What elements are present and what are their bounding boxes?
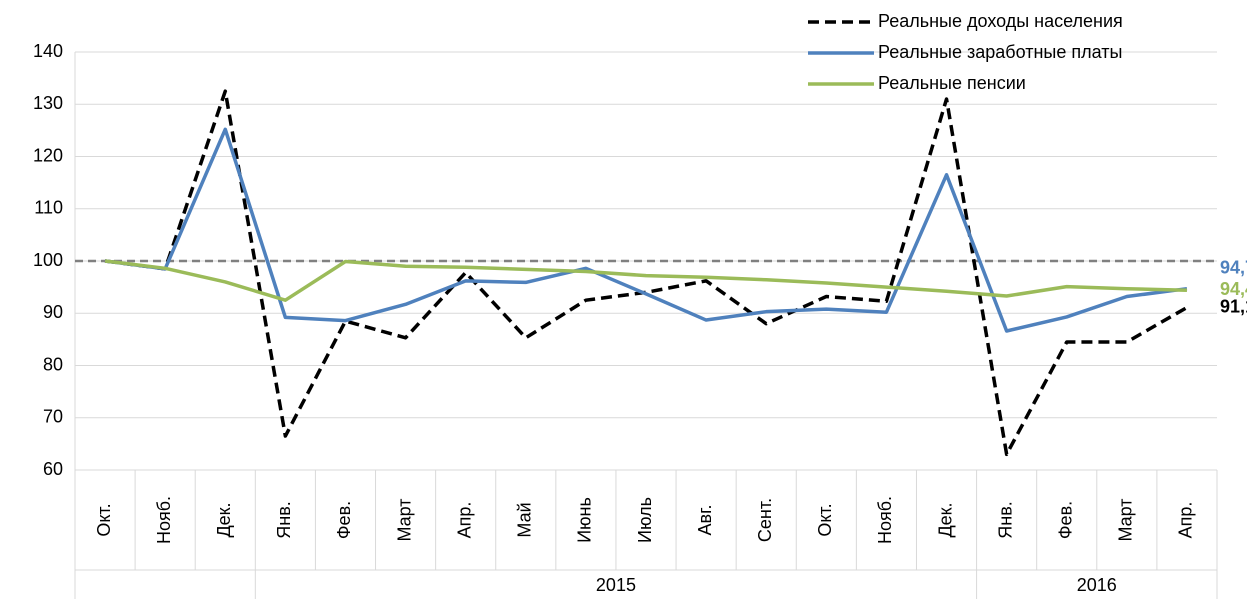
x-tick-label: Сент. — [755, 498, 775, 542]
x-tick-label: Апр. — [454, 502, 474, 539]
x-tick-label: Июнь — [575, 497, 595, 543]
x-tick-label: Март — [1116, 498, 1136, 541]
y-tick-label: 80 — [43, 354, 63, 374]
y-tick-label: 120 — [33, 145, 63, 165]
legend-label: Реальные пенсии — [878, 73, 1026, 93]
x-tick-label: Май — [515, 502, 535, 537]
value-label: 91,1 — [1220, 296, 1247, 316]
x-tick-label: Нояб. — [154, 496, 174, 544]
y-tick-label: 60 — [43, 459, 63, 479]
x-tick-label: Окт. — [94, 503, 114, 536]
y-tick-label: 140 — [33, 41, 63, 61]
x-tick-label: Июль — [635, 497, 655, 543]
y-tick-label: 130 — [33, 93, 63, 113]
y-tick-label: 110 — [34, 198, 63, 218]
series-line — [104, 259, 1187, 302]
y-tick-label: 70 — [43, 407, 63, 427]
y-tick-label: 100 — [33, 250, 63, 270]
x-tick-label: Март — [394, 498, 414, 541]
x-tick-label: Фев. — [1055, 501, 1075, 539]
x-tick-label: Янв. — [995, 501, 1015, 539]
y-tick-label: 90 — [43, 302, 63, 322]
x-tick-label: Янв. — [274, 501, 294, 539]
x-tick-label: Апр. — [1176, 502, 1196, 539]
legend-label: Реальные заработные платы — [878, 42, 1122, 62]
x-group-label: 2015 — [596, 575, 636, 595]
legend-label: Реальные доходы населения — [878, 11, 1123, 31]
x-tick-label: Окт. — [815, 503, 835, 536]
series-line — [104, 89, 1188, 457]
series-line — [104, 127, 1188, 333]
x-group-label: 2016 — [1077, 575, 1117, 595]
x-tick-label: Дек. — [935, 502, 955, 537]
x-tick-label: Дек. — [214, 502, 234, 537]
value-label: 94,4 — [1220, 279, 1247, 299]
x-tick-label: Авг. — [695, 505, 715, 536]
x-tick-label: Нояб. — [875, 496, 895, 544]
value-label: 94,7 — [1220, 257, 1247, 277]
x-tick-label: Фев. — [334, 501, 354, 539]
